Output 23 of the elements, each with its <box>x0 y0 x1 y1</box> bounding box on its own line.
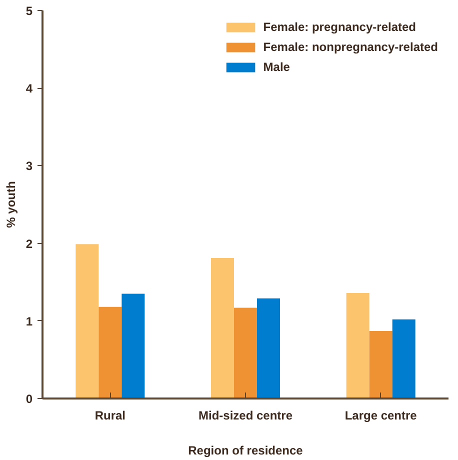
bar <box>210 258 234 398</box>
y-tick-label: 5 <box>26 4 33 18</box>
bar <box>98 306 122 398</box>
bar <box>234 308 258 398</box>
y-tick-label: 4 <box>26 82 33 96</box>
bar <box>392 319 416 398</box>
legend-label: Female: nonpregnancy-related <box>263 40 438 54</box>
bar <box>76 244 99 398</box>
y-tick-label: 3 <box>26 159 33 174</box>
y-tick-label: 2 <box>26 236 33 251</box>
legend-label: Female: pregnancy-related <box>263 20 416 34</box>
bar <box>257 298 280 398</box>
x-tick-label: Rural <box>94 408 126 422</box>
x-tick-label: Large centre <box>344 408 418 422</box>
y-axis-title: % youth <box>4 181 18 228</box>
legend-label: Male <box>263 60 290 74</box>
x-tick-label: Mid-sized centre <box>198 408 293 422</box>
y-tick-label: 1 <box>26 314 33 328</box>
bar <box>122 294 145 398</box>
bar <box>369 330 392 398</box>
x-axis-title: Region of residence <box>188 444 304 458</box>
bar <box>346 292 370 398</box>
y-tick-label: 0 <box>26 392 33 406</box>
